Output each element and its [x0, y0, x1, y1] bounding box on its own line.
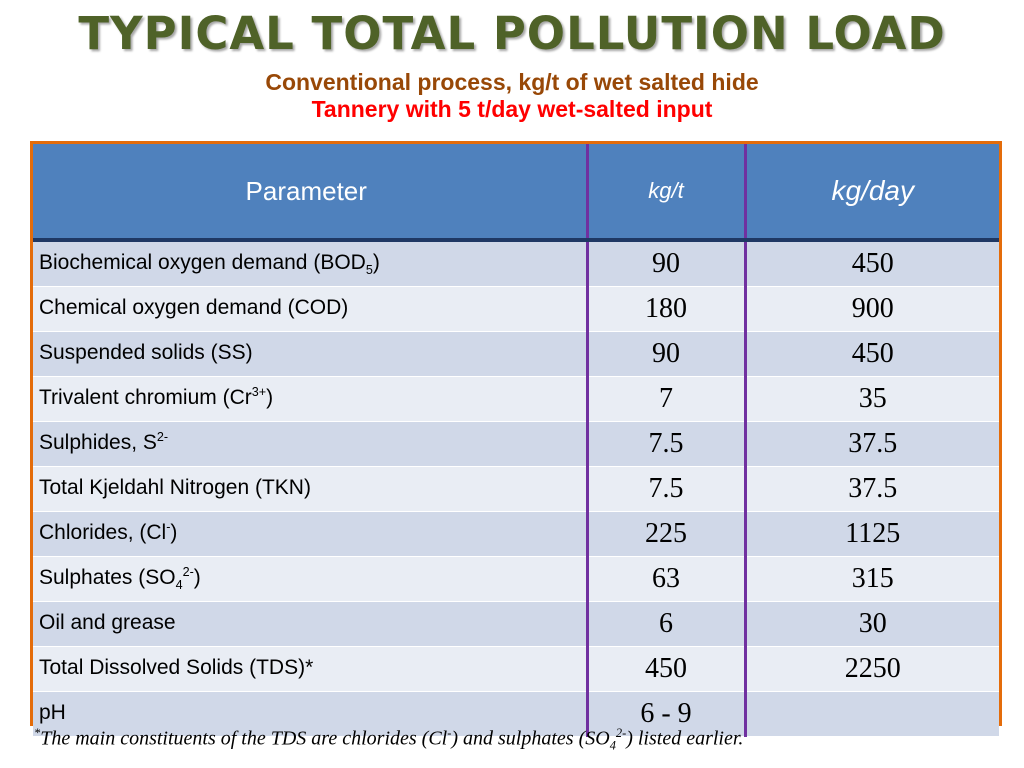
parameter-name: Oil and grease — [39, 611, 176, 635]
table-row: Suspended solids (SS) 90 450 — [33, 331, 999, 377]
footnote-sub-2: 4 — [609, 738, 616, 753]
slide-subtitle-secondary: Tannery with 5 t/day wet-salted input — [311, 96, 713, 122]
table-row: Sulphates (SO42-) 63 315 — [33, 556, 999, 602]
cell-kg-per-t: 180 — [585, 286, 747, 332]
parameter-superscript: - — [166, 520, 171, 535]
parameter-subscript: 5 — [365, 263, 373, 278]
parameter-name: Biochemical oxygen demand (BOD — [39, 251, 366, 275]
table-row: Total Kjeldahl Nitrogen (TKN) 7.5 37.5 — [33, 466, 999, 512]
footnote-sup-1: - — [447, 726, 452, 740]
slide-title: TYPICAL TOTAL POLLUTION LOAD — [78, 7, 946, 60]
cell-kg-per-t: 6 — [585, 601, 747, 647]
parameter-tail: ) — [193, 566, 201, 590]
cell-kg-per-day: 37.5 — [745, 421, 999, 467]
parameter-tail: ) — [372, 251, 380, 275]
footnote: *The main constituents of the TDS are ch… — [34, 726, 743, 754]
cell-parameter: Biochemical oxygen demand (BOD5) — [33, 240, 588, 287]
cell-kg-per-day: 2250 — [745, 646, 999, 692]
pollution-load-table: Parameter kg/t kg/day Biochemical oxygen… — [33, 144, 999, 737]
cell-kg-per-t: 7 — [585, 376, 747, 422]
cell-parameter: Trivalent chromium (Cr3+) — [33, 376, 588, 422]
cell-kg-per-t: 90 — [585, 331, 747, 377]
cell-kg-per-day: 315 — [745, 556, 999, 602]
footnote-text-2: ) and sulphates (SO — [451, 727, 610, 750]
parameter-name: Suspended solids (SS) — [39, 341, 253, 365]
parameter-superscript: 2- — [156, 430, 169, 445]
footnote-text-3: ) listed earlier. — [626, 727, 744, 750]
cell-parameter: Total Kjeldahl Nitrogen (TKN) — [33, 466, 588, 512]
table-row: Biochemical oxygen demand (BOD5) 90 450 — [33, 240, 999, 287]
cell-kg-per-day: 900 — [745, 286, 999, 332]
cell-kg-per-day — [745, 691, 999, 737]
table-row: Trivalent chromium (Cr3+) 7 35 — [33, 376, 999, 422]
parameter-name: Total Kjeldahl Nitrogen (TKN) — [39, 476, 311, 500]
footnote-text-1: The main constituents of the TDS are chl… — [40, 727, 448, 750]
cell-kg-per-t: 90 — [585, 240, 747, 287]
header-parameter: Parameter — [33, 144, 587, 242]
parameter-subscript: 4 — [175, 578, 183, 593]
parameter-name: Chemical oxygen demand (COD) — [39, 296, 349, 320]
parameter-name: Sulphates (SO — [39, 566, 176, 590]
parameter-superscript: 3+ — [251, 385, 267, 400]
slide-subtitle: Conventional process, kg/t of wet salted… — [265, 69, 759, 95]
cell-kg-per-day: 1125 — [745, 511, 999, 557]
cell-kg-per-t: 225 — [585, 511, 747, 557]
parameter-name: Chlorides, (Cl — [39, 521, 167, 545]
cell-kg-per-day: 450 — [745, 331, 999, 377]
table-body: Biochemical oxygen demand (BOD5) 90 450 Che… — [33, 240, 999, 737]
parameter-name: Trivalent chromium (Cr — [39, 386, 252, 410]
table-row: Sulphides, S2- 7.5 37.5 — [33, 421, 999, 467]
table-row: Total Dissolved Solids (TDS)* 450 2250 — [33, 646, 999, 692]
footnote-star: * — [34, 726, 41, 740]
footnote-sup-2: 2- — [615, 726, 627, 740]
table-row: Chlorides, (Cl-) 225 1125 — [33, 511, 999, 557]
cell-parameter: Oil and grease — [33, 601, 588, 647]
cell-kg-per-day: 35 — [745, 376, 999, 422]
header-kg-per-t: kg/t — [585, 144, 747, 242]
cell-parameter: Sulphides, S2- — [33, 421, 588, 467]
cell-parameter: pH — [33, 691, 588, 737]
cell-parameter: Chlorides, (Cl-) — [33, 511, 588, 557]
parameter-superscript: 2- — [182, 565, 194, 580]
cell-kg-per-t: 6 - 9 — [585, 691, 747, 737]
cell-kg-per-t: 63 — [585, 556, 747, 602]
header-kg-per-day: kg/day — [745, 144, 999, 242]
parameter-name: Sulphides, S — [39, 431, 157, 455]
table-row: pH 6 - 9 — [33, 691, 999, 737]
table-row: Chemical oxygen demand (COD) 180 900 — [33, 286, 999, 332]
table-row: Oil and grease 6 30 — [33, 601, 999, 647]
cell-kg-per-day: 30 — [745, 601, 999, 647]
parameter-tail: ) — [170, 521, 178, 545]
table-header-row: Parameter kg/t kg/day — [33, 144, 999, 242]
parameter-name: Total Dissolved Solids (TDS)* — [39, 656, 314, 680]
cell-kg-per-t: 7.5 — [585, 421, 747, 467]
parameter-name: pH — [39, 701, 66, 725]
cell-parameter: Sulphates (SO42-) — [33, 556, 588, 602]
cell-parameter: Chemical oxygen demand (COD) — [33, 286, 588, 332]
cell-kg-per-day: 450 — [745, 240, 999, 287]
cell-kg-per-day: 37.5 — [745, 466, 999, 512]
cell-parameter: Total Dissolved Solids (TDS)* — [33, 646, 588, 692]
cell-parameter: Suspended solids (SS) — [33, 331, 588, 377]
cell-kg-per-t: 7.5 — [585, 466, 747, 512]
cell-kg-per-t: 450 — [585, 646, 747, 692]
pollution-load-table-frame: Parameter kg/t kg/day Biochemical oxygen… — [30, 141, 1002, 737]
parameter-tail: ) — [266, 386, 274, 410]
